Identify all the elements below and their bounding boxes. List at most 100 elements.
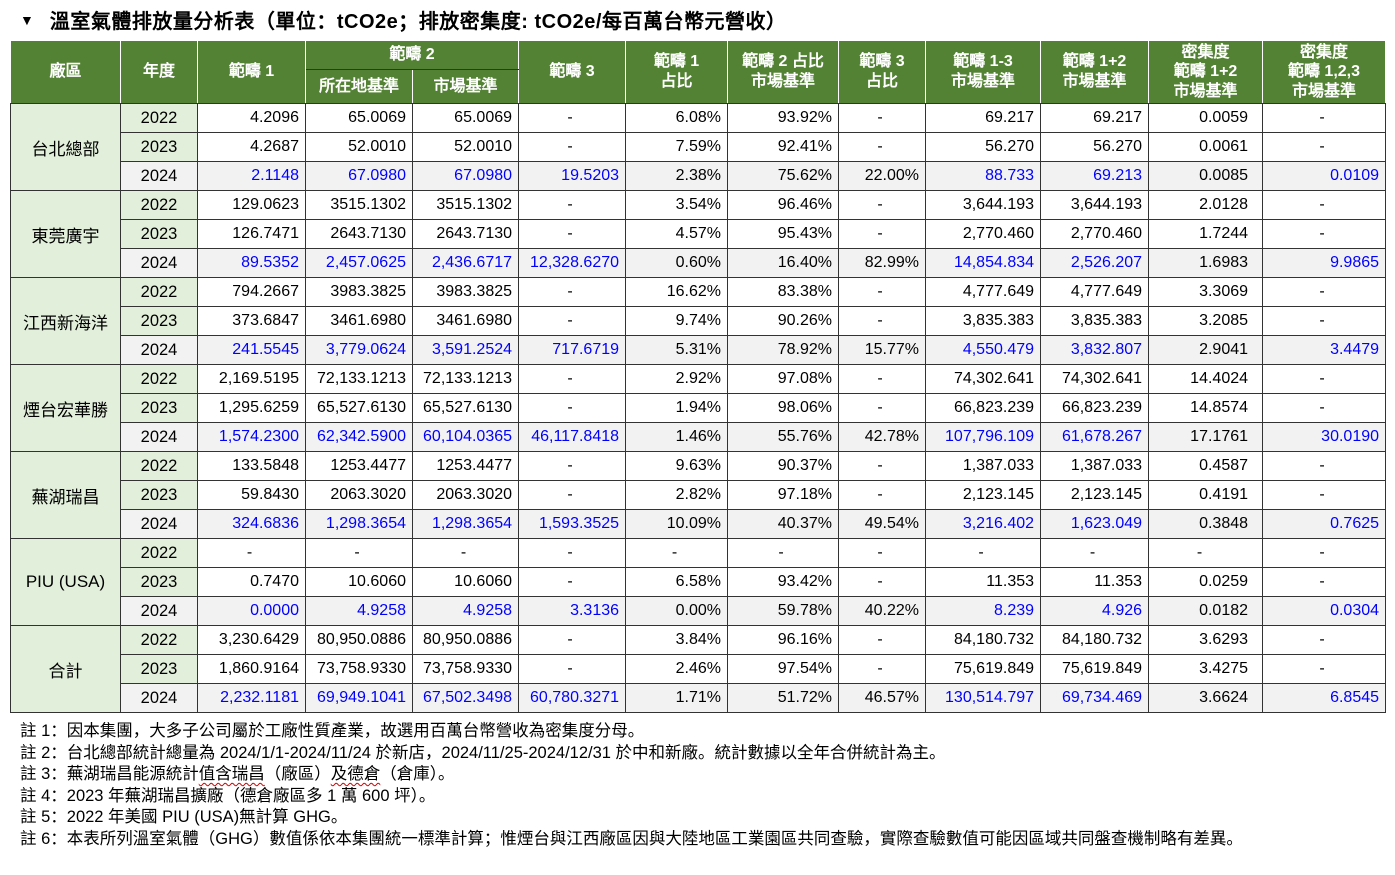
cell-scope1: 2,169.5195 <box>197 364 306 394</box>
cell-scope3-pct: 22.00% <box>838 161 927 191</box>
cell-scope3: - <box>518 480 627 510</box>
cell-scope3: 46,117.8418 <box>518 422 627 452</box>
cell-scope3-pct: - <box>838 625 927 655</box>
cell-scope1-pct: 3.84% <box>625 625 729 655</box>
cell-intensity-1-2: 0.3848 <box>1148 509 1264 539</box>
cell-scope1-pct: 2.92% <box>625 364 729 394</box>
cell-scope1-2-market: 3,832.807 <box>1040 335 1150 365</box>
cell-scope2-location: - <box>305 538 413 568</box>
collapse-arrow-icon: ▼ <box>20 11 34 28</box>
col-header-scope3: 範疇 3 <box>518 40 627 104</box>
cell-intensity-1-2: 0.0182 <box>1148 596 1264 626</box>
spellcheck-underline: 值含瑞昌 <box>198 765 265 784</box>
cell-intensity-123: - <box>1262 538 1387 568</box>
footnote-3: 註 3：蕪湖瑞昌能源統計值含瑞昌（廠區）及德倉（倉庫）。 <box>20 764 1385 786</box>
cell-scope2-pct: 59.78% <box>727 596 840 626</box>
cell-scope1-3-market: 74,302.641 <box>925 364 1042 394</box>
cell-intensity-1-2: 0.0085 <box>1148 161 1264 191</box>
cell-scope1-3-market: 88.733 <box>925 161 1042 191</box>
cell-scope1-2-market: 61,678.267 <box>1040 422 1150 452</box>
cell-intensity-123: - <box>1262 364 1387 394</box>
cell-scope3: - <box>518 393 627 423</box>
year-cell: 2022 <box>120 277 198 307</box>
cell-scope1-pct: 5.31% <box>625 335 729 365</box>
table-row: 2023 4.2687 52.0010 52.0010-7.59% 92.41% -56.… <box>11 132 1387 162</box>
cell-scope1-3-market: 130,514.797 <box>925 683 1042 713</box>
cell-scope1-3-market: 4,550.479 <box>925 335 1042 365</box>
cell-scope3: 60,780.3271 <box>518 683 627 713</box>
cell-scope1: 324.6836 <box>197 509 306 539</box>
cell-scope2-location: 65.0069 <box>305 103 413 133</box>
cell-scope1-pct: 1.71% <box>625 683 729 713</box>
col-header-scope2-pct: 範疇 2 占比 市場基準 <box>727 40 840 104</box>
cell-intensity-123: - <box>1262 393 1387 423</box>
cell-scope2-location: 62,342.5900 <box>305 422 413 452</box>
footnote-text: 蕪湖瑞昌能源統計 <box>66 765 199 784</box>
cell-scope3-pct: - <box>838 451 927 481</box>
cell-scope1-pct: 6.58% <box>625 567 729 597</box>
cell-scope2-pct: 92.41% <box>727 132 840 162</box>
table-row: 2023 0.7470 10.6060 10.6060-6.58% 93.42% -11.… <box>11 567 1387 597</box>
cell-intensity-1-2: 14.8574 <box>1148 393 1264 423</box>
cell-scope1-pct: 6.08% <box>625 103 729 133</box>
cell-scope2-location: 65,527.6130 <box>305 393 413 423</box>
cell-scope1-2-market: 75,619.849 <box>1040 654 1150 684</box>
cell-scope2-pct: 16.40% <box>727 248 840 278</box>
footnote-label: 註 6： <box>20 829 67 848</box>
cell-intensity-123: - <box>1262 625 1387 655</box>
cell-scope2-pct: 97.18% <box>727 480 840 510</box>
cell-scope1-2-market: 69,734.469 <box>1040 683 1150 713</box>
cell-scope1: 89.5352 <box>197 248 306 278</box>
footnote-label: 註 5： <box>20 808 67 827</box>
year-cell: 2024 <box>120 335 198 365</box>
table-row: 2024 0.0000 4.9258 4.9258 3.3136 0.00% 59.78% 4… <box>11 596 1387 626</box>
cell-scope2-location: 67.0980 <box>305 161 413 191</box>
cell-scope2-market: 1,298.3654 <box>411 509 520 539</box>
cell-scope3-pct: - <box>838 393 927 423</box>
cell-scope1-2-market: 3,835.383 <box>1040 306 1150 336</box>
cell-intensity-123: - <box>1262 480 1387 510</box>
cell-scope3: 717.6719 <box>518 335 627 365</box>
cell-scope2-pct: 78.92% <box>727 335 840 365</box>
col-header-scope3-pct: 範疇 3 占比 <box>838 40 927 104</box>
col-header-scope1-2-market: 範疇 1+2 市場基準 <box>1040 40 1150 104</box>
cell-intensity-123: - <box>1262 219 1387 249</box>
cell-scope1-2-market: 84,180.732 <box>1040 625 1150 655</box>
cell-scope1-3-market: 8.239 <box>925 596 1042 626</box>
cell-scope1: 2.1148 <box>197 161 306 191</box>
cell-scope2-location: 1,298.3654 <box>305 509 413 539</box>
year-cell: 2023 <box>120 132 198 162</box>
cell-scope2-market: 52.0010 <box>411 132 520 162</box>
cell-scope1-pct: 9.74% <box>625 306 729 336</box>
col-header-scope2-group: 範疇 2 <box>304 40 520 70</box>
cell-intensity-123: - <box>1262 132 1387 162</box>
cell-scope1-3-market: 11.353 <box>925 567 1042 597</box>
col-header-intensity-1-2: 密集度 範疇 1+2 市場基準 <box>1148 40 1264 104</box>
cell-scope1-3-market: 107,796.109 <box>925 422 1042 452</box>
cell-scope1: 241.5545 <box>197 335 306 365</box>
cell-scope2-market: 3461.6980 <box>411 306 520 336</box>
cell-scope1-3-market: 84,180.732 <box>925 625 1042 655</box>
cell-scope2-market: 4.9258 <box>411 596 520 626</box>
cell-scope1-2-market: 2,123.145 <box>1040 480 1150 510</box>
footnote-label: 註 3： <box>20 765 67 784</box>
cell-scope2-market: 2063.3020 <box>411 480 520 510</box>
cell-scope3-pct: - <box>838 306 927 336</box>
cell-scope1: 3,230.6429 <box>197 625 306 655</box>
cell-scope1-3-market: 2,123.145 <box>925 480 1042 510</box>
cell-scope3: - <box>518 277 627 307</box>
cell-intensity-1-2: 2.9041 <box>1148 335 1264 365</box>
year-cell: 2022 <box>120 451 198 481</box>
cell-intensity-123: 0.0109 <box>1262 161 1387 191</box>
cell-scope1-3-market: 3,644.193 <box>925 190 1042 220</box>
cell-scope1-2-market: 69.217 <box>1040 103 1150 133</box>
cell-intensity-1-2: 0.4191 <box>1148 480 1264 510</box>
cell-intensity-123: 6.8545 <box>1262 683 1387 713</box>
plant-name-cell: 江西新海洋 <box>10 277 121 365</box>
cell-intensity-123: 30.0190 <box>1262 422 1387 452</box>
cell-scope1: 126.7471 <box>197 219 306 249</box>
year-cell: 2024 <box>120 509 198 539</box>
cell-scope1-2-market: 1,623.049 <box>1040 509 1150 539</box>
page-title: 溫室氣體排放量分析表（單位：tCO2e；排放密集度: tCO2e/每百萬台幣元營… <box>49 11 787 33</box>
plant-name-cell: 台北總部 <box>10 103 121 191</box>
